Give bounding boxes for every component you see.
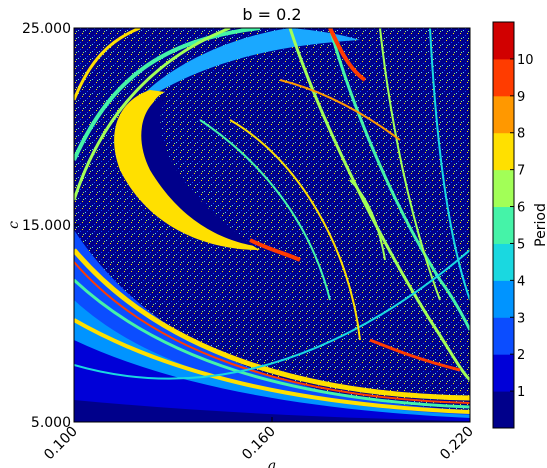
colorbar-segment [493, 391, 514, 429]
colorbar-segment [493, 95, 514, 134]
y-axis: 5.000 15.000 25.000 [22, 21, 79, 431]
x-axis-label: a [268, 458, 276, 468]
y-axis-label: c [6, 221, 22, 229]
colorbar-tick-label: 10 [517, 53, 534, 68]
colorbar-segment [493, 169, 514, 208]
colorbar-tick-label: 1 [517, 385, 525, 400]
colorbar-tick-label: 6 [517, 201, 525, 216]
y-tick-label: 25.000 [22, 21, 71, 37]
colorbar-label: Period [533, 203, 547, 247]
colorbar-tick-label: 3 [517, 311, 525, 326]
plot-area: b = 0.2 [73, 5, 471, 423]
y-tick-label: 5.000 [31, 415, 71, 431]
colorbar-segment [493, 354, 514, 392]
colorbar-segment [493, 58, 514, 97]
chart-title: b = 0.2 [242, 5, 301, 24]
colorbar-tick-label: 9 [517, 90, 525, 105]
x-axis: 0.100 0.160 0.220 [41, 417, 477, 463]
colorbar-segment [493, 206, 514, 244]
colorbar-segment [493, 280, 514, 318]
colorbar-tick-label: 5 [517, 237, 525, 252]
colorbar-tick-label: 8 [517, 127, 525, 142]
y-tick-label: 15.000 [22, 218, 71, 234]
colorbar-frame [492, 21, 515, 429]
colorbar-segment [493, 132, 514, 171]
colorbar: 1 2 3 4 5 6 7 8 9 10 [492, 21, 534, 429]
colorbar-segment [493, 317, 514, 355]
colorbar-tick-label: 4 [517, 274, 525, 289]
colorbar-tick-label: 2 [517, 348, 525, 363]
period-map [74, 28, 470, 422]
colorbar-segment [493, 22, 514, 60]
x-tick-label: 0.220 [437, 424, 477, 464]
colorbar-tick-label: 7 [517, 164, 525, 179]
colorbar-segment [493, 243, 514, 281]
